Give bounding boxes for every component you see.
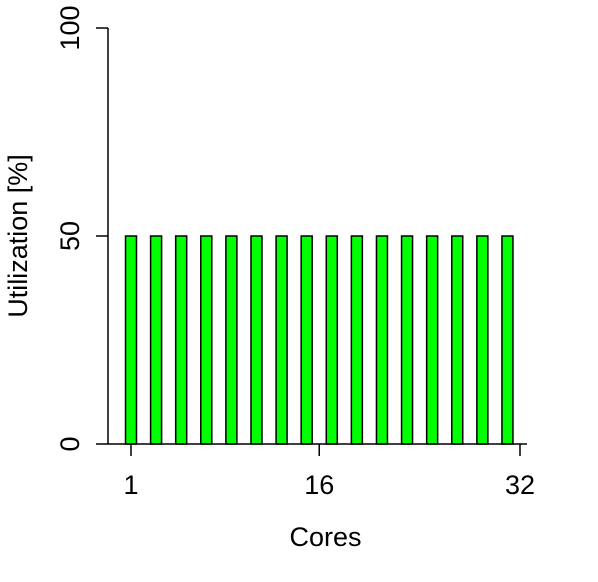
bar-core-5 <box>174 235 188 445</box>
bar-core-7 <box>200 235 213 445</box>
bar-core-1 <box>124 235 138 445</box>
x-tick-label: 1 <box>123 470 138 500</box>
x-axis-title: Cores <box>289 522 361 552</box>
bar-core-27 <box>451 235 464 445</box>
bar-core-3 <box>149 235 163 445</box>
bar-core-19 <box>350 235 364 445</box>
bar-core-13 <box>275 235 288 445</box>
bar-core-29 <box>476 235 489 445</box>
y-axis-ticks: 0 50 100 <box>55 5 108 452</box>
bar-core-23 <box>400 235 414 445</box>
x-axis-ticks: 1 16 32 <box>123 444 535 500</box>
bar-core-31 <box>501 235 514 445</box>
bar-core-9 <box>225 235 238 445</box>
bars-group <box>124 235 514 445</box>
y-tick-label: 50 <box>55 221 85 251</box>
y-tick-label: 0 <box>55 436 85 451</box>
bar-core-25 <box>425 235 439 445</box>
bar-core-11 <box>250 235 263 445</box>
y-tick-label: 100 <box>55 5 85 50</box>
x-tick-label: 32 <box>505 470 535 500</box>
bar-core-17 <box>325 235 339 445</box>
x-tick-label: 16 <box>304 470 334 500</box>
bar-core-21 <box>375 235 389 445</box>
bar-core-15 <box>300 235 313 445</box>
y-axis-title: Utilization [%] <box>3 154 33 318</box>
